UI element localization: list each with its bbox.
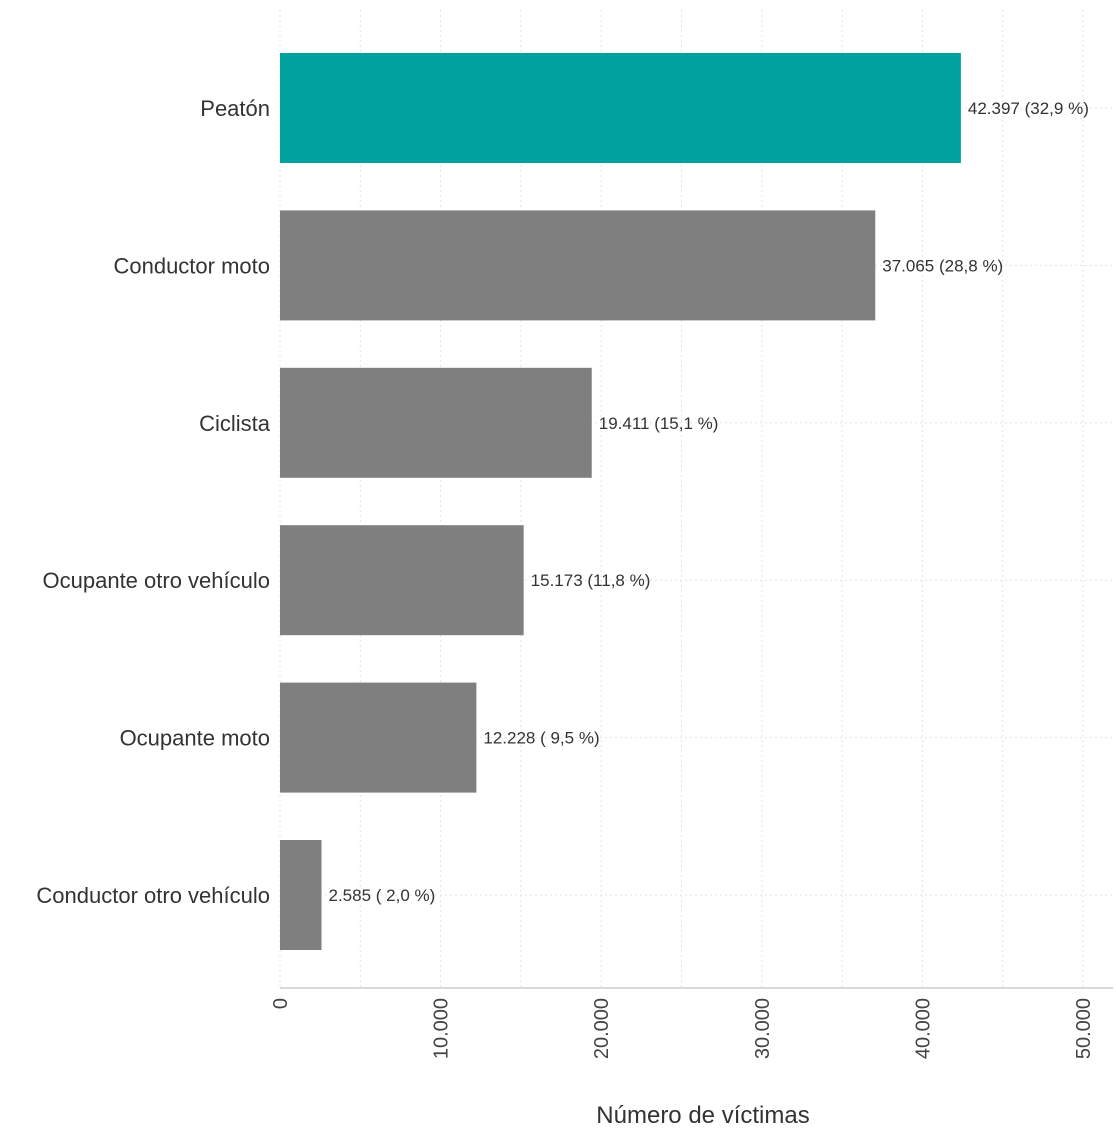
x-tick-label: 10.000 — [431, 998, 453, 1059]
bar-value-label: 2.585 ( 2,0 %) — [329, 886, 436, 905]
labels-layer: Peatón 42.397 (32,9 %) Conductor moto 37.06… — [36, 96, 1088, 908]
bar-value-label: 15.173 (11,8 %) — [531, 571, 651, 590]
category-label: Conductor otro vehículo — [36, 883, 270, 908]
bar-value-label: 42.397 (32,9 %) — [968, 99, 1089, 118]
bars-layer — [280, 53, 961, 950]
x-tick-label: 50.000 — [1073, 998, 1095, 1059]
x-tick-label: 30.000 — [752, 998, 774, 1059]
bar-conductor-otro-veh-culo — [280, 840, 322, 950]
bar-value-label: 37.065 (28,8 %) — [882, 256, 1003, 275]
x-tick-label: 20.000 — [591, 998, 613, 1059]
category-label: Conductor moto — [113, 253, 270, 278]
bar-ocupante-otro-veh-culo — [280, 525, 524, 636]
bar-peat-n — [280, 53, 961, 163]
category-label: Ocupante moto — [120, 726, 270, 751]
category-label: Ocupante otro vehículo — [43, 568, 270, 593]
x-axis: 0 10.000 20.000 30.000 40.000 50.000 — [270, 987, 1113, 1059]
category-label: Ciclista — [199, 411, 271, 436]
bar-value-label: 19.411 (15,1 %) — [599, 414, 719, 433]
bar-conductor-moto — [280, 210, 876, 321]
x-axis-title: Número de víctimas — [596, 1102, 809, 1129]
bar-value-label: 12.228 ( 9,5 %) — [483, 729, 599, 748]
x-tick-label: 40.000 — [912, 998, 934, 1059]
bar-ciclista — [280, 367, 592, 478]
category-label: Peatón — [200, 96, 270, 121]
bar-ocupante-moto — [280, 682, 477, 793]
x-tick-label: 0 — [270, 998, 292, 1009]
